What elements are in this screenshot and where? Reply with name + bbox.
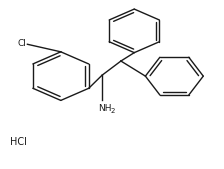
- Text: HCl: HCl: [10, 137, 27, 147]
- Text: NH: NH: [98, 104, 112, 113]
- Text: Cl: Cl: [17, 39, 26, 48]
- Text: 2: 2: [111, 108, 115, 114]
